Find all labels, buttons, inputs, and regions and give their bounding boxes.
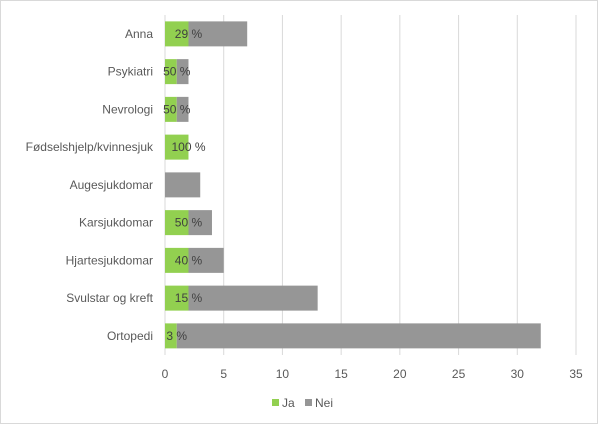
legend-label: Nei bbox=[315, 396, 333, 410]
legend-label: Ja bbox=[282, 396, 295, 410]
bar-nei bbox=[165, 172, 201, 198]
bar-nei bbox=[188, 247, 224, 273]
bar-ja bbox=[165, 96, 177, 122]
bar-nei bbox=[188, 285, 318, 311]
bar-ja bbox=[165, 21, 189, 47]
data-label: 3 % bbox=[166, 329, 187, 343]
data-label: 29 % bbox=[175, 27, 203, 41]
category-label: Psykiatri bbox=[108, 65, 153, 79]
legend-swatch-ja bbox=[272, 399, 279, 406]
data-label: 50 % bbox=[163, 65, 191, 79]
data-label: 50 % bbox=[163, 102, 191, 116]
bar-nei bbox=[176, 59, 189, 85]
bar-nei bbox=[188, 21, 248, 47]
legend-swatch-nei bbox=[305, 399, 312, 406]
bar-ja bbox=[165, 285, 189, 311]
x-tick-label: 0 bbox=[162, 367, 169, 381]
category-label: Svulstar og kreft bbox=[66, 291, 153, 305]
data-label: 15 % bbox=[175, 291, 203, 305]
x-tick-label: 5 bbox=[220, 367, 227, 381]
bar-ja bbox=[165, 59, 177, 85]
x-tick-label: 10 bbox=[276, 367, 290, 381]
bar-ja bbox=[165, 134, 189, 160]
category-label: Nevrologi bbox=[102, 102, 153, 116]
data-label: 50 % bbox=[175, 216, 203, 230]
x-tick-label: 15 bbox=[334, 367, 348, 381]
category-label: Karsjukdomar bbox=[79, 216, 153, 230]
data-label: 40 % bbox=[175, 253, 203, 267]
bar-ja bbox=[165, 247, 189, 273]
category-label: Anna bbox=[125, 27, 153, 41]
bar-nei bbox=[176, 323, 541, 349]
bar-ja bbox=[165, 210, 189, 236]
x-tick-label: 30 bbox=[511, 367, 525, 381]
x-tick-label: 20 bbox=[393, 367, 407, 381]
bar-nei bbox=[176, 96, 189, 122]
bar-ja bbox=[165, 323, 177, 349]
category-label: Augesjukdomar bbox=[70, 178, 153, 192]
category-label: Ortopedi bbox=[107, 329, 153, 343]
bar-nei bbox=[188, 210, 212, 236]
category-label: Fødselshjelp/kvinnesjuk bbox=[26, 140, 154, 154]
category-label: Hjartesjukdomar bbox=[66, 253, 153, 267]
data-label: 100 % bbox=[171, 140, 205, 154]
x-tick-label: 25 bbox=[452, 367, 466, 381]
x-tick-label: 35 bbox=[569, 367, 583, 381]
